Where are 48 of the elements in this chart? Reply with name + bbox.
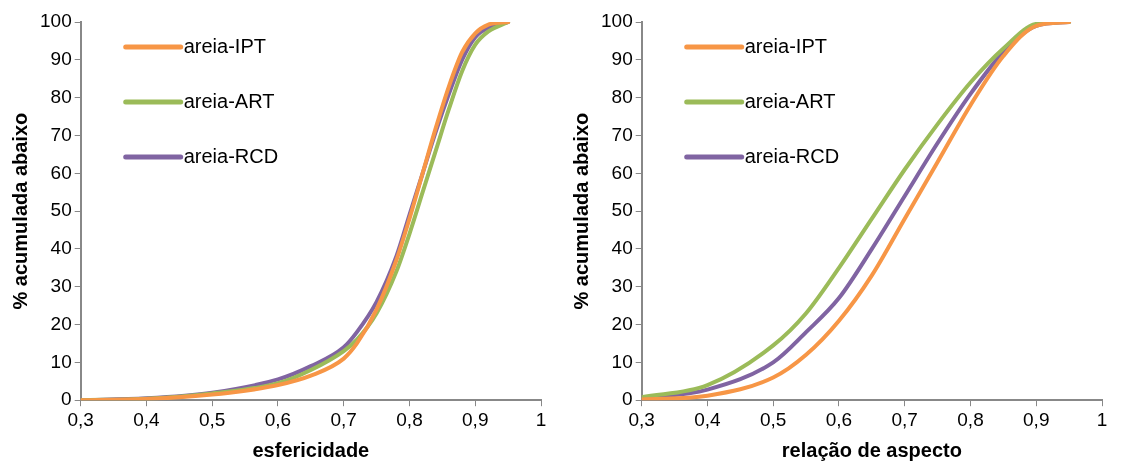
legend-label: areia-RCD <box>183 144 279 167</box>
legend-label: areia-IPT <box>183 34 266 57</box>
y-tick-label: 50 <box>50 199 72 221</box>
legend-label: areia-ART <box>744 89 836 112</box>
y-tick-label: 10 <box>50 350 72 372</box>
y-tick-label: 60 <box>611 161 633 183</box>
x-tick-label: 1 <box>1096 408 1108 430</box>
x-tick-label: 0,5 <box>199 408 226 430</box>
y-tick-label: 10 <box>611 350 633 372</box>
y-tick-label: 60 <box>50 161 72 183</box>
y-tick-label: 0 <box>61 388 72 410</box>
x-tick-label: 0,8 <box>396 408 423 430</box>
y-tick-label: 40 <box>50 237 72 259</box>
y-axis-title: % acumulada abaixo <box>8 112 31 310</box>
x-tick-label: 0,4 <box>133 408 161 430</box>
x-axis-title: relação de aspecto <box>781 438 962 461</box>
y-tick-label: 90 <box>50 48 72 70</box>
x-tick-label: 0,6 <box>825 408 853 430</box>
y-tick-label: 100 <box>40 10 72 32</box>
legend-label: areia-ART <box>183 89 275 112</box>
y-tick-label: 40 <box>611 237 633 259</box>
x-tick-label: 0,8 <box>957 408 984 430</box>
x-tick-label: 0,3 <box>67 408 94 430</box>
x-tick-label: 0,3 <box>628 408 655 430</box>
x-axis-title: esfericidade <box>252 438 370 461</box>
x-tick-label: 0,4 <box>694 408 722 430</box>
x-tick-label: 0,7 <box>891 408 918 430</box>
y-tick-label: 20 <box>50 312 72 334</box>
y-tick-label: 30 <box>611 274 633 296</box>
y-tick-label: 90 <box>611 48 633 70</box>
x-tick-label: 1 <box>535 408 547 430</box>
x-tick-label: 0,6 <box>264 408 292 430</box>
y-tick-label: 80 <box>50 85 72 107</box>
x-tick-label: 0,5 <box>760 408 787 430</box>
y-tick-label: 0 <box>622 388 633 410</box>
legend-label: areia-IPT <box>744 34 827 57</box>
y-tick-label: 70 <box>50 123 72 145</box>
x-tick-label: 0,7 <box>330 408 357 430</box>
y-tick-label: 80 <box>611 85 633 107</box>
y-tick-label: 20 <box>611 312 633 334</box>
x-tick-label: 0,9 <box>1023 408 1050 430</box>
y-tick-label: 30 <box>50 274 72 296</box>
x-tick-label: 0,9 <box>462 408 489 430</box>
y-tick-label: 100 <box>601 10 633 32</box>
legend-label: areia-RCD <box>744 144 840 167</box>
y-tick-label: 70 <box>611 123 633 145</box>
y-axis-title: % acumulada abaixo <box>569 112 592 310</box>
y-tick-label: 50 <box>611 199 633 221</box>
